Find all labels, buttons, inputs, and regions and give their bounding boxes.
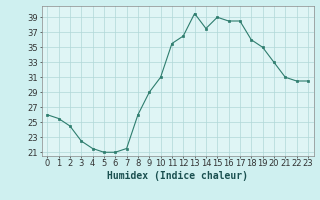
X-axis label: Humidex (Indice chaleur): Humidex (Indice chaleur) xyxy=(107,171,248,181)
